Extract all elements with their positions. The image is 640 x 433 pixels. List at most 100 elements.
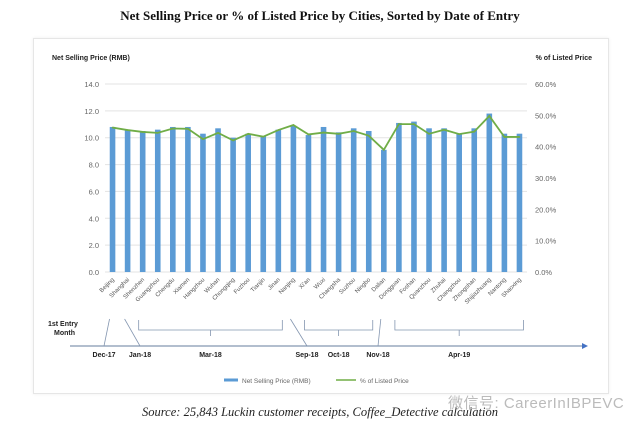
line-point bbox=[262, 135, 265, 138]
category-label: Nanjing bbox=[278, 277, 297, 296]
line-point bbox=[126, 129, 129, 131]
line-point bbox=[428, 133, 430, 135]
left-tick-label: 4.0 bbox=[89, 214, 99, 223]
bar bbox=[471, 128, 478, 272]
category-label: Suzhou bbox=[338, 277, 357, 296]
line-point bbox=[247, 133, 249, 135]
legend-swatch-bar bbox=[224, 378, 238, 382]
left-tick-label: 8.0 bbox=[89, 161, 99, 170]
bar bbox=[215, 128, 221, 272]
line-point bbox=[367, 134, 370, 137]
line-point bbox=[473, 130, 476, 133]
bar bbox=[456, 133, 462, 272]
bar bbox=[501, 133, 508, 272]
right-axis-title: % of Listed Price bbox=[536, 55, 593, 62]
timeline-month: Oct-18 bbox=[328, 352, 350, 359]
left-tick-label: 6.0 bbox=[89, 187, 99, 196]
bar bbox=[109, 126, 116, 272]
timeline-brace bbox=[138, 320, 283, 336]
bar bbox=[320, 126, 327, 272]
bar bbox=[230, 137, 236, 272]
category-label: Xi'an bbox=[298, 277, 312, 291]
bar bbox=[396, 122, 402, 272]
timeline-label: 1st Entry bbox=[48, 321, 78, 328]
line-point bbox=[202, 138, 204, 140]
line-series bbox=[112, 114, 520, 152]
timeline-month: Dec-17 bbox=[93, 352, 116, 359]
line-point bbox=[111, 126, 114, 129]
chart-title: Net Selling Price or % of Listed Price b… bbox=[120, 8, 520, 23]
line-point bbox=[307, 133, 310, 136]
line-point bbox=[413, 123, 415, 125]
left-tick-label: 14.0 bbox=[84, 80, 99, 89]
timeline-label: Month bbox=[54, 330, 75, 337]
bar bbox=[200, 133, 206, 272]
timeline-month: Sep-18 bbox=[296, 352, 319, 359]
bar bbox=[154, 129, 161, 272]
bar bbox=[365, 131, 372, 272]
line-point bbox=[322, 131, 325, 134]
left-tick-label: 12.0 bbox=[84, 107, 99, 116]
bar bbox=[124, 129, 131, 272]
timeline-pointer bbox=[124, 318, 141, 347]
timeline-month: Mar-18 bbox=[199, 352, 222, 359]
right-tick-label: 10.0% bbox=[535, 237, 557, 246]
timeline-month: Apr-19 bbox=[448, 352, 470, 359]
timeline-month: Nov-18 bbox=[366, 352, 389, 359]
timeline-month: Jan-18 bbox=[129, 352, 151, 359]
category-label: Fuzhou bbox=[233, 277, 251, 295]
bar bbox=[381, 149, 387, 272]
bar bbox=[185, 126, 191, 272]
right-tick-label: 40.0% bbox=[535, 143, 557, 152]
bar bbox=[426, 128, 432, 272]
right-tick-label: 30.0% bbox=[535, 174, 557, 183]
line-point bbox=[383, 149, 385, 151]
bar bbox=[335, 132, 342, 272]
chart-panel bbox=[33, 38, 609, 394]
left-tick-label: 0.0 bbox=[89, 268, 99, 277]
timeline-brace bbox=[304, 320, 374, 336]
bar bbox=[441, 128, 447, 272]
line-point bbox=[488, 115, 491, 117]
line-point bbox=[398, 123, 400, 125]
bar bbox=[139, 131, 146, 272]
bar bbox=[260, 136, 267, 272]
category-label: Tianjin bbox=[250, 277, 267, 294]
right-tick-label: 20.0% bbox=[535, 205, 557, 214]
line-point bbox=[232, 139, 234, 142]
left-tick-label: 10.0 bbox=[84, 134, 99, 143]
left-tick-label: 2.0 bbox=[89, 241, 99, 250]
category-label: Ningbo bbox=[354, 277, 372, 295]
legend-label: Net Selling Price (RMB) bbox=[242, 378, 311, 385]
watermark: 微信号: CareerInIBPEVC bbox=[448, 395, 625, 412]
line-point bbox=[156, 132, 159, 134]
line-point bbox=[217, 132, 219, 134]
line-point bbox=[292, 124, 295, 126]
line-point bbox=[337, 133, 340, 135]
timeline-pointer bbox=[377, 318, 382, 347]
bar bbox=[245, 133, 251, 272]
line-point bbox=[518, 136, 521, 138]
line-point bbox=[443, 128, 445, 131]
line-point bbox=[187, 128, 189, 130]
bar bbox=[275, 129, 282, 272]
bar bbox=[350, 128, 357, 272]
left-axis-title: Net Selling Price (RMB) bbox=[52, 55, 130, 62]
bar bbox=[305, 135, 312, 272]
bar bbox=[290, 125, 297, 272]
legend-label: % of Listed Price bbox=[360, 378, 409, 385]
source-note: Source: 25,843 Luckin customer receipts,… bbox=[142, 405, 498, 419]
bar bbox=[411, 121, 417, 272]
timeline-arrow bbox=[582, 343, 588, 349]
timeline-brace bbox=[394, 320, 524, 336]
timeline-pointer bbox=[290, 318, 308, 347]
bar bbox=[486, 113, 493, 273]
bar bbox=[170, 126, 176, 272]
line-point bbox=[172, 127, 174, 130]
right-tick-label: 50.0% bbox=[535, 111, 557, 120]
line-point bbox=[352, 130, 355, 132]
line-point bbox=[277, 129, 280, 131]
right-tick-label: 60.0% bbox=[535, 80, 557, 89]
timeline-pointer bbox=[103, 318, 110, 347]
